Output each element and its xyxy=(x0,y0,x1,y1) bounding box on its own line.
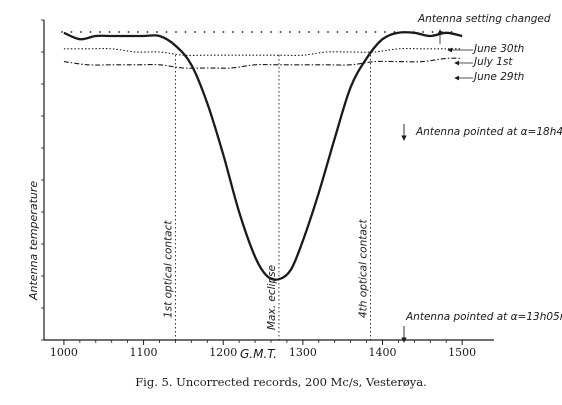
vertical-markers: 1st optical contact Max. eclipse 4th optic… xyxy=(162,55,371,340)
top-dot xyxy=(232,31,234,33)
top-dot xyxy=(308,31,310,33)
x-ticks: 1000 1100 1200 1300 1400 1500 xyxy=(50,340,476,359)
top-dot xyxy=(270,31,272,33)
top-dot xyxy=(80,31,82,33)
x-tick-label: 1200 xyxy=(209,346,237,359)
top-dot xyxy=(317,31,320,33)
figure-caption: Fig. 5. Uncorrected records, 200 Mc/s, V… xyxy=(135,375,427,389)
y-axis-label: Antenna temperature xyxy=(27,181,40,301)
y-ticks xyxy=(41,19,44,341)
top-dot xyxy=(374,31,377,33)
top-dot xyxy=(146,31,149,33)
top-dot xyxy=(422,31,424,33)
top-dot xyxy=(222,31,225,33)
series-label-june-30: June 30th xyxy=(472,43,524,55)
top-dot xyxy=(289,31,291,33)
series-label-july-1: July 1st xyxy=(472,56,513,68)
x-tick-label: 1100 xyxy=(130,346,158,359)
top-dot xyxy=(384,31,386,33)
top-dot xyxy=(298,31,301,33)
top-dot xyxy=(165,31,168,33)
x-tick-label: 1300 xyxy=(289,346,317,359)
top-dot xyxy=(175,31,177,33)
top-dot xyxy=(251,31,253,33)
top-dot xyxy=(118,31,120,33)
top-dot xyxy=(156,31,158,33)
top-dot xyxy=(431,31,434,33)
top-dot xyxy=(336,31,339,33)
top-dot xyxy=(213,31,215,33)
top-dot xyxy=(355,31,358,33)
annotation-antenna-pointed-2: Antenna pointed at α=13h05m, δ=-59° xyxy=(405,311,562,323)
top-dot xyxy=(184,31,187,33)
top-dot xyxy=(137,31,139,33)
top-dot xyxy=(89,31,92,33)
top-dot xyxy=(279,31,282,33)
series-line xyxy=(63,31,463,281)
top-dot xyxy=(346,31,348,33)
x-tick-label: 1500 xyxy=(448,346,476,359)
series-lines xyxy=(63,31,463,281)
top-dot xyxy=(260,31,263,33)
top-dot xyxy=(70,31,73,33)
annotation-antenna-setting: Antenna setting changed xyxy=(417,13,551,25)
top-dot xyxy=(108,31,111,33)
series-label-june-29: June 29th xyxy=(472,71,524,83)
top-dot xyxy=(241,31,244,33)
top-dot xyxy=(194,31,196,33)
x-axis-label: G.M.T. xyxy=(240,347,277,361)
series-line xyxy=(63,57,463,69)
marker-label: Max. eclipse xyxy=(266,265,278,330)
x-tick-label: 1400 xyxy=(368,346,396,359)
marker-label: 1st optical contact xyxy=(162,220,174,318)
top-dot xyxy=(127,31,130,33)
x-tick-label: 1000 xyxy=(50,346,78,359)
marker-label: 4th optical contact xyxy=(358,218,370,318)
top-dot xyxy=(327,31,329,33)
annotation-antenna-pointed-1: Antenna pointed at α=18h40m, δ=-2° xyxy=(415,126,562,138)
top-dot xyxy=(203,31,206,33)
top-dotted-border xyxy=(61,31,453,33)
series-line xyxy=(63,48,463,56)
top-dot xyxy=(365,31,367,33)
top-dot xyxy=(61,31,63,33)
top-dot xyxy=(99,31,101,33)
